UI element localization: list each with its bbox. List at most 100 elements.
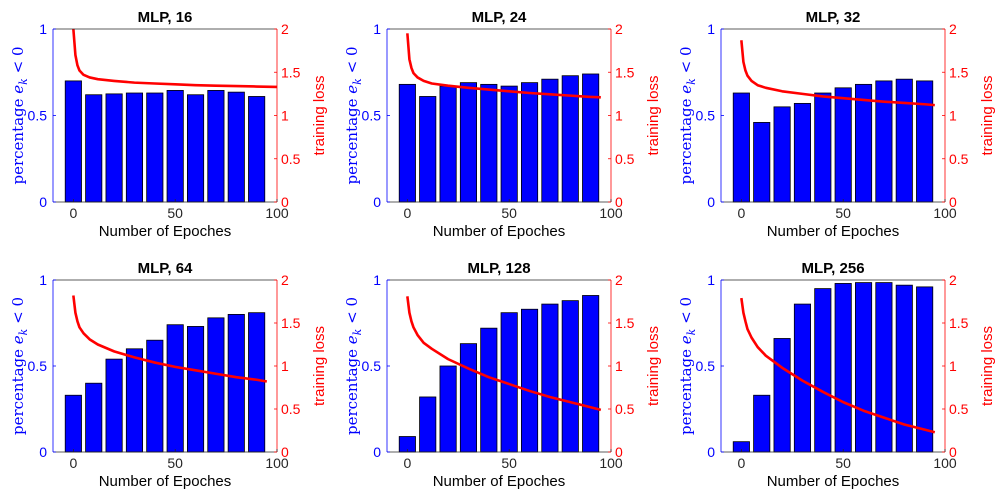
left-tick-label: 0.5 [28, 108, 48, 124]
subplot-title: MLP, 24 [472, 9, 527, 26]
subplot-title: MLP, 16 [138, 9, 193, 26]
right-y-axis-label: training loss [645, 75, 662, 155]
left-y-axis-label: percentage ek < 0 [677, 297, 698, 435]
x-tick-label: 100 [933, 205, 957, 221]
bar-0 [64, 80, 82, 203]
bar-60 [186, 326, 205, 453]
bar-40 [814, 92, 832, 203]
bar-50 [834, 283, 852, 453]
bar-40 [480, 83, 498, 203]
bar-90 [248, 312, 266, 453]
bar-10 [85, 382, 103, 453]
right-y-axis-label: training loss [979, 75, 996, 155]
left-tick-label: 0.5 [696, 358, 716, 374]
x-tick-label: 100 [265, 205, 289, 221]
subplot-title: MLP, 32 [806, 9, 861, 26]
right-tick-label: 0 [949, 194, 957, 210]
bar-40 [146, 92, 164, 203]
left-tick-label: 0 [373, 194, 381, 210]
bar-10 [85, 94, 103, 203]
subplot-title: MLP, 64 [138, 260, 193, 277]
bar-0 [732, 92, 750, 203]
right-tick-label: 0.5 [949, 151, 969, 167]
right-tick-label: 0.5 [615, 151, 635, 167]
left-y-axis-label: percentage ek < 0 [9, 46, 30, 184]
bar-60 [521, 308, 539, 453]
x-tick-label: 0 [69, 205, 77, 221]
bar-30 [459, 82, 477, 203]
x-axis-label: Number of Epoches [99, 223, 232, 240]
right-tick-label: 2 [615, 272, 623, 288]
bar-90 [248, 96, 266, 203]
bar-60 [186, 94, 205, 203]
bar-70 [541, 78, 559, 203]
right-tick-label: 2 [281, 21, 289, 37]
x-tick-label: 50 [835, 205, 851, 221]
left-tick-label: 0 [39, 194, 47, 210]
bar-80 [227, 313, 245, 453]
subplot-title: MLP, 256 [801, 260, 864, 277]
x-tick-label: 0 [403, 455, 411, 471]
right-tick-label: 0 [281, 194, 289, 210]
x-tick-label: 50 [501, 205, 517, 221]
right-tick-label: 0.5 [949, 401, 969, 417]
bar-20 [439, 85, 457, 203]
bar-60 [855, 282, 873, 453]
x-tick-label: 100 [599, 455, 623, 471]
right-tick-label: 2 [615, 21, 623, 37]
training-loss-line [740, 297, 936, 434]
training-loss-line [406, 33, 601, 99]
right-tick-label: 0.5 [615, 401, 635, 417]
training-loss-line [72, 295, 268, 383]
left-tick-label: 0 [707, 194, 715, 210]
x-tick-label: 0 [69, 455, 77, 471]
right-tick-label: 2 [281, 272, 289, 288]
x-tick-label: 0 [403, 205, 411, 221]
bar-30 [793, 102, 811, 203]
x-tick-label: 50 [167, 205, 183, 221]
right-y-axis-label: training loss [645, 326, 662, 406]
right-y-axis-label: training loss [311, 75, 328, 155]
x-axis-label: Number of Epoches [767, 473, 900, 490]
bar-20 [105, 93, 123, 203]
left-y-axis-label: percentage ek < 0 [9, 297, 30, 435]
left-tick-label: 0 [373, 444, 381, 460]
right-tick-label: 2 [949, 21, 957, 37]
bar-0 [398, 83, 416, 203]
bar-60 [855, 83, 873, 203]
left-tick-label: 0 [39, 444, 47, 460]
bar-50 [166, 90, 184, 203]
bar-30 [459, 343, 477, 453]
right-tick-label: 0 [281, 444, 289, 460]
x-tick-label: 100 [599, 205, 623, 221]
x-tick-label: 50 [501, 455, 517, 471]
left-y-axis-label: percentage ek < 0 [343, 46, 364, 184]
bar-40 [146, 339, 164, 453]
training-loss-line [72, 28, 278, 89]
bar-20 [105, 358, 123, 453]
training-loss-line [406, 296, 602, 412]
bar-50 [166, 324, 184, 453]
right-tick-label: 0 [949, 444, 957, 460]
bar-70 [207, 90, 225, 203]
right-tick-label: 1 [615, 358, 623, 374]
training-loss-line [740, 40, 935, 107]
bar-0 [64, 394, 82, 453]
left-y-axis-label: percentage ek < 0 [677, 46, 698, 184]
x-tick-label: 50 [835, 455, 851, 471]
right-tick-label: 0 [615, 444, 623, 460]
bar-10 [753, 394, 771, 453]
bar-90 [582, 73, 600, 203]
subplot-title: MLP, 128 [467, 260, 530, 277]
x-axis-label: Number of Epoches [433, 473, 566, 490]
bar-50 [834, 87, 852, 203]
right-tick-label: 1.5 [615, 64, 635, 80]
bar-70 [541, 303, 559, 453]
left-tick-label: 1 [707, 21, 715, 37]
right-tick-label: 0 [615, 194, 623, 210]
